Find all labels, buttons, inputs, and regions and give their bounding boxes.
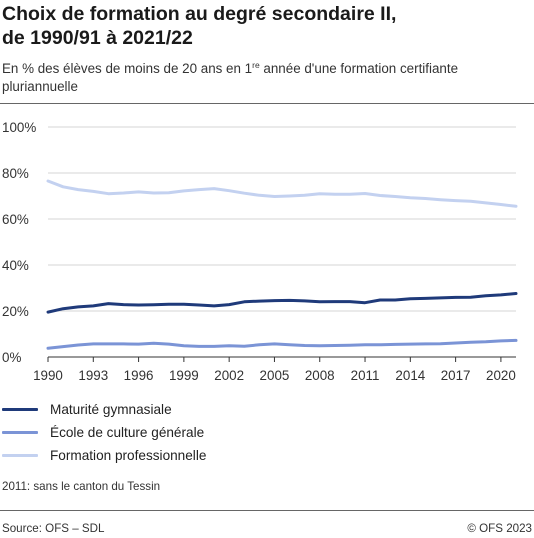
header-divider <box>0 103 534 104</box>
chart-title-line2: de 1990/91 à 2021/22 <box>2 27 193 49</box>
chart-title: Choix de formation au degré secondaire I… <box>2 2 522 50</box>
footer-divider <box>0 510 534 511</box>
chart-title-line1: Choix de formation au degré secondaire I… <box>2 3 397 25</box>
source-label: Source: OFS – SDL <box>2 522 105 535</box>
y-tick-label-0: 0% <box>2 350 21 365</box>
chart-subtitle-superscript: re <box>252 60 260 70</box>
chart-legend: Maturité gymnasiale École de culture gén… <box>2 398 302 467</box>
legend-swatch-maturite <box>2 408 38 411</box>
x-tick-label-2002: 2002 <box>214 368 244 383</box>
x-tick-label-2020: 2020 <box>486 368 516 383</box>
legend-item-ecole: École de culture générale <box>2 421 302 444</box>
line-chart: 0% 20% 40% 60% 80% 100% 1990 1993 1996 1999 2002 20… <box>2 120 518 383</box>
legend-swatch-ecole <box>2 431 38 434</box>
y-tick-label-100: 100% <box>2 120 36 135</box>
x-tick-label-1990: 1990 <box>33 368 63 383</box>
series-line-ecole-culture-generale <box>46 338 518 350</box>
legend-item-formation: Formation professionnelle <box>2 444 302 467</box>
chart-footnote: 2011: sans le canton du Tessin <box>2 480 161 493</box>
legend-swatch-formation <box>2 454 38 457</box>
y-tick-label-80: 80% <box>2 166 29 181</box>
chart-subtitle-part1: En % des élèves de moins de 20 ans en 1 <box>2 61 253 76</box>
legend-label-maturite: Maturité gymnasiale <box>50 402 172 417</box>
y-tick-label-60: 60% <box>2 212 29 227</box>
x-tick-label-2017: 2017 <box>441 368 471 383</box>
y-tick-label-20: 20% <box>2 304 29 319</box>
copyright-label: © OFS 2023 <box>467 522 532 535</box>
series-line-formation-professionnelle <box>46 179 518 208</box>
x-tick-label-2005: 2005 <box>260 368 290 383</box>
x-tick-label-2014: 2014 <box>395 368 425 383</box>
x-tick-label-1999: 1999 <box>169 368 199 383</box>
series-line-maturite-gymnasiale <box>46 292 518 314</box>
legend-item-maturite: Maturité gymnasiale <box>2 398 302 421</box>
legend-label-ecole: École de culture générale <box>50 425 205 440</box>
x-tick-label-2011: 2011 <box>351 368 380 383</box>
x-tick-label-1996: 1996 <box>124 368 154 383</box>
y-tick-label-40: 40% <box>2 258 29 273</box>
chart-subtitle: En % des élèves de moins de 20 ans en 1r… <box>2 60 522 96</box>
chart-subtitle-part2: année d'une formation certifiante pluria… <box>2 61 459 94</box>
legend-label-formation: Formation professionnelle <box>50 448 207 463</box>
x-tick-label-2008: 2008 <box>305 368 335 383</box>
x-tick-label-1993: 1993 <box>78 368 108 383</box>
